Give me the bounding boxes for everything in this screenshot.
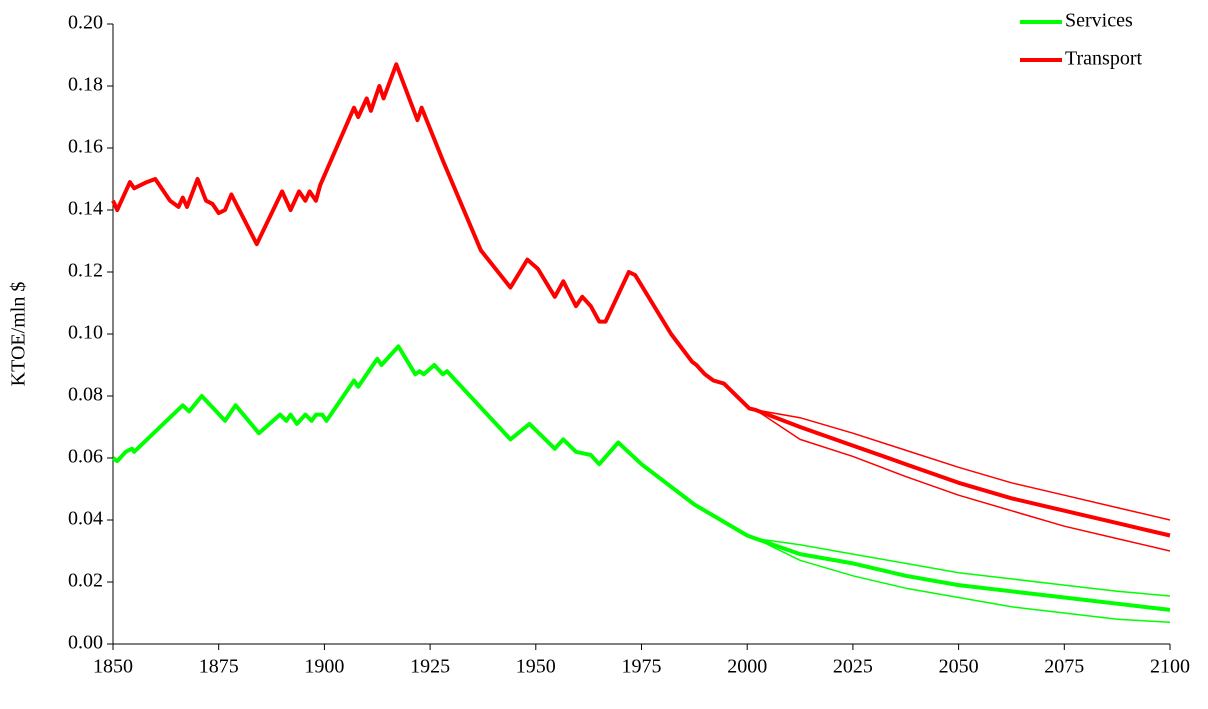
y-tick-label: 0.16 — [68, 136, 103, 158]
line — [755, 409, 1171, 521]
x-tick-label: 2000 — [727, 656, 767, 678]
legend-label: Transport — [1065, 48, 1142, 70]
y-tick-label: 0.02 — [68, 570, 103, 592]
legend-label: Services — [1065, 10, 1133, 32]
y-tick-label: 0.08 — [68, 384, 103, 406]
line — [755, 537, 1171, 597]
x-tick-label: 2075 — [1044, 656, 1084, 678]
line — [111, 344, 1171, 612]
x-tick-label: 2050 — [939, 656, 979, 678]
y-tick-label: 0.06 — [68, 446, 103, 468]
y-tick-label: 0.20 — [68, 12, 103, 34]
x-tick-label: 1900 — [304, 656, 344, 678]
y-axis-label: KTOE/mln $ — [8, 282, 30, 387]
x-tick-label: 2025 — [833, 656, 873, 678]
y-tick-label: 0.18 — [68, 74, 103, 96]
y-tick-label: 0.04 — [68, 508, 103, 530]
x-tick-label: 1875 — [199, 656, 239, 678]
y-tick-label: 0.00 — [68, 632, 103, 654]
x-tick-label: 1950 — [516, 656, 556, 678]
x-tick-label: 1975 — [622, 656, 662, 678]
y-tick-label: 0.12 — [68, 260, 103, 282]
x-tick-label: 2100 — [1150, 656, 1190, 678]
x-tick-label: 1925 — [410, 656, 450, 678]
line — [755, 409, 1171, 552]
line — [111, 62, 1171, 538]
y-tick-label: 0.14 — [68, 198, 103, 220]
y-tick-label: 0.10 — [68, 322, 103, 344]
line — [755, 537, 1171, 624]
x-tick-label: 1850 — [93, 656, 133, 678]
